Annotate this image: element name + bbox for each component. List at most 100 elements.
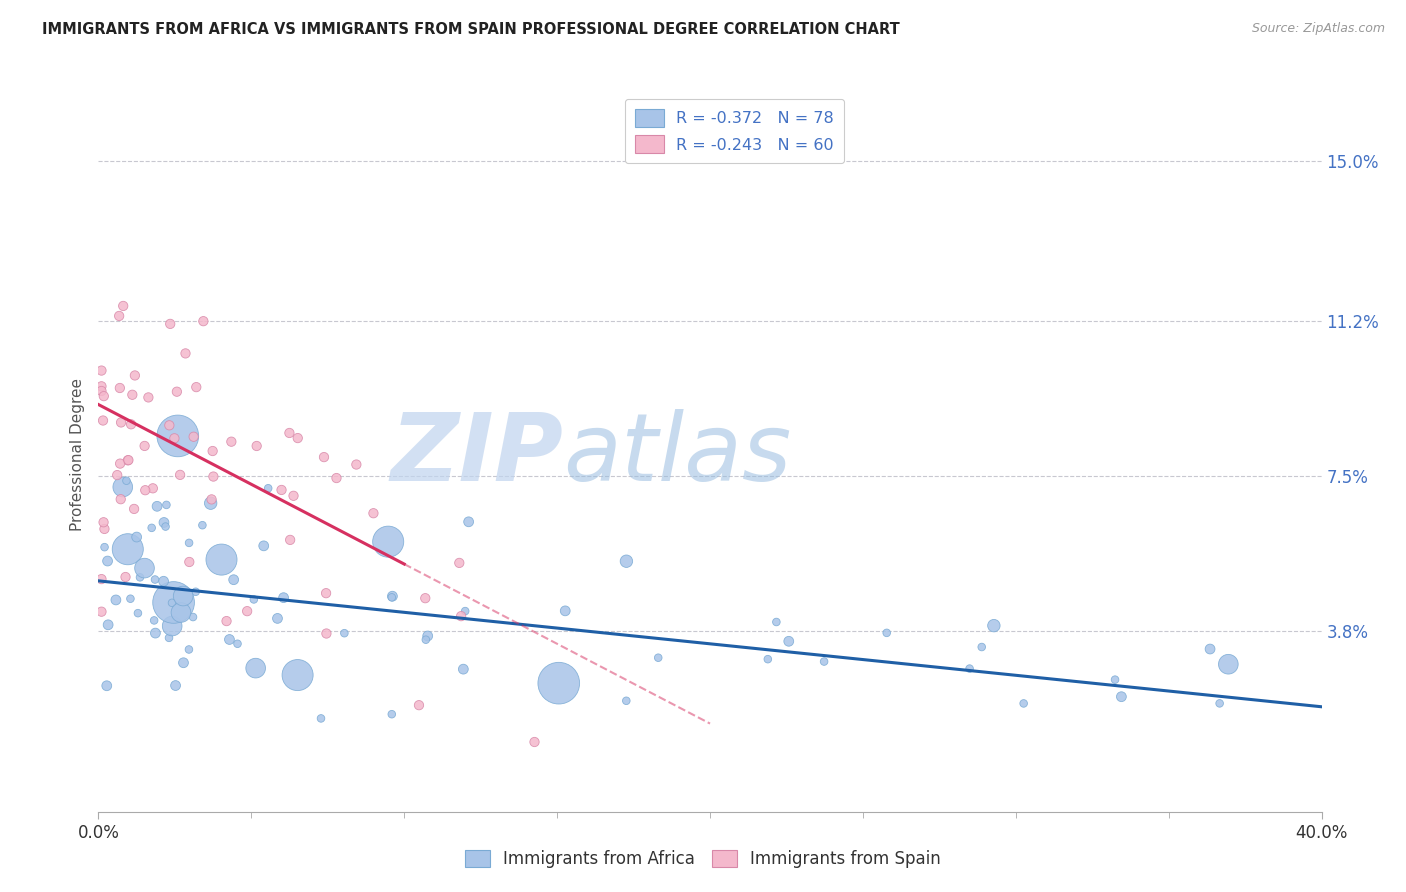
Point [90, 384, 112, 398]
Point [177, 642, 200, 657]
Point [127, 606, 149, 620]
Point [160, 596, 183, 610]
Point [756, 652, 779, 666]
Point [1218, 657, 1240, 672]
Point [381, 591, 404, 605]
Point [93, 540, 115, 554]
Point [312, 450, 335, 464]
Point [97, 617, 120, 632]
Point [325, 471, 347, 485]
Point [191, 518, 214, 533]
Point [449, 556, 471, 570]
Point [114, 570, 136, 584]
Point [315, 586, 337, 600]
Point [193, 314, 215, 328]
Point [91, 413, 114, 427]
Point [287, 668, 309, 682]
Point [162, 595, 184, 609]
Point [169, 467, 191, 482]
Point [201, 444, 224, 458]
Point [97, 554, 120, 568]
Point [129, 570, 152, 584]
Point [257, 481, 280, 495]
Point [143, 614, 166, 628]
Point [170, 606, 193, 620]
Point [134, 561, 156, 575]
Point [121, 388, 143, 402]
Point [614, 694, 637, 708]
Point [90, 379, 112, 393]
Point [179, 555, 201, 569]
Point [215, 614, 238, 628]
Point [315, 626, 337, 640]
Point [134, 483, 156, 498]
Point [450, 609, 472, 624]
Point [333, 626, 356, 640]
Point [222, 573, 245, 587]
Point [153, 516, 176, 530]
Point [270, 483, 292, 497]
Point [157, 418, 180, 433]
Point [287, 431, 309, 445]
Text: Source: ZipAtlas.com: Source: ZipAtlas.com [1251, 22, 1385, 36]
Point [266, 611, 288, 625]
Point [152, 574, 174, 589]
Legend: Immigrants from Africa, Immigrants from Spain: Immigrants from Africa, Immigrants from … [458, 843, 948, 875]
Point [108, 381, 131, 395]
Point [415, 632, 437, 647]
Point [159, 317, 181, 331]
Point [172, 656, 194, 670]
Point [1104, 673, 1126, 687]
Point [108, 457, 131, 471]
Point [186, 380, 208, 394]
Point [183, 430, 205, 444]
Point [120, 417, 142, 432]
Point [111, 480, 134, 494]
Point [110, 416, 132, 430]
Point [165, 679, 187, 693]
Point [163, 431, 186, 445]
Point [125, 530, 148, 544]
Point [970, 640, 993, 654]
Point [117, 453, 139, 467]
Point [172, 589, 194, 603]
Point [115, 474, 138, 488]
Point [122, 502, 145, 516]
Point [104, 593, 127, 607]
Point [283, 489, 305, 503]
Point [278, 533, 301, 547]
Y-axis label: Professional Degree: Professional Degree [70, 378, 86, 532]
Point [616, 554, 638, 568]
Point [381, 707, 404, 722]
Point [177, 536, 200, 550]
Point [363, 506, 385, 520]
Point [157, 631, 180, 645]
Point [108, 309, 131, 323]
Point [160, 619, 183, 633]
Point [200, 492, 222, 507]
Point [309, 711, 332, 725]
Point [124, 368, 146, 383]
Point [273, 591, 295, 605]
Point [813, 655, 835, 669]
Point [141, 521, 163, 535]
Point [778, 634, 800, 648]
Point [174, 346, 197, 360]
Point [221, 434, 243, 449]
Point [112, 299, 135, 313]
Point [145, 626, 167, 640]
Point [218, 632, 240, 647]
Point [983, 618, 1005, 632]
Point [117, 453, 139, 467]
Point [765, 615, 787, 629]
Point [90, 572, 112, 586]
Text: IMMIGRANTS FROM AFRICA VS IMMIGRANTS FROM SPAIN PROFESSIONAL DEGREE CORRELATION : IMMIGRANTS FROM AFRICA VS IMMIGRANTS FRO… [42, 22, 900, 37]
Point [117, 542, 139, 557]
Point [1012, 697, 1035, 711]
Point [408, 698, 430, 713]
Point [454, 604, 477, 618]
Point [138, 391, 160, 405]
Point [413, 591, 436, 606]
Point [166, 429, 188, 443]
Point [876, 625, 898, 640]
